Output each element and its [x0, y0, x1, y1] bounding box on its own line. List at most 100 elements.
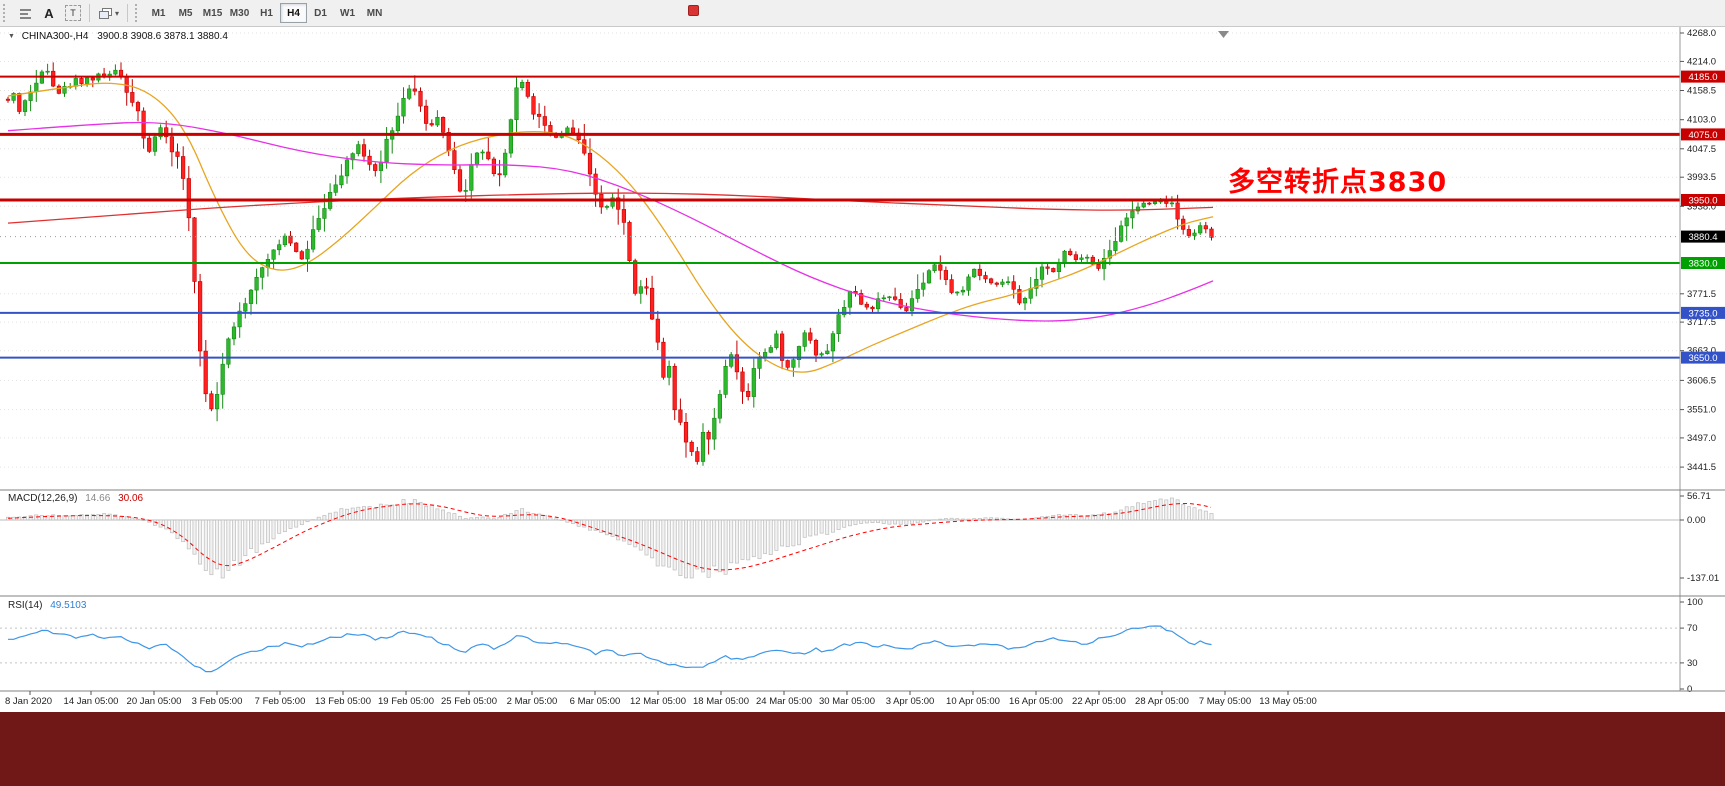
svg-text:4075.0: 4075.0: [1688, 130, 1717, 141]
svg-text:3551.0: 3551.0: [1687, 405, 1716, 416]
candles-layer: [5, 62, 1214, 466]
text-label-tool-button[interactable]: A: [38, 3, 60, 23]
timeframe-button-m5[interactable]: M5: [172, 3, 199, 23]
ma-mid-magenta: [7, 121, 1214, 322]
svg-text:13 May 05:00: 13 May 05:00: [1259, 696, 1317, 707]
price-chart-canvas[interactable]: 4268.0 4214.0 4158.5 4103.0 4047.5 3993.5 3938…: [0, 27, 1725, 712]
svg-text:7 Feb 05:00: 7 Feb 05:00: [255, 696, 306, 707]
svg-text:7 May 05:00: 7 May 05:00: [1199, 696, 1251, 707]
timeframe-button-m15[interactable]: M15: [199, 3, 226, 23]
svg-text:19 Feb 05:00: 19 Feb 05:00: [378, 696, 434, 707]
timeframe-button-h4[interactable]: H4: [280, 3, 308, 23]
svg-text:4268.0: 4268.0: [1687, 28, 1716, 39]
chart-ohlc-values: 3900.8 3908.6 3878.1 3880.4: [97, 31, 228, 42]
svg-text:13 Feb 05:00: 13 Feb 05:00: [315, 696, 371, 707]
macd-main-value: 14.66: [85, 493, 111, 504]
svg-text:4214.0: 4214.0: [1687, 56, 1716, 67]
svg-text:3880.4: 3880.4: [1688, 232, 1717, 243]
svg-text:12 Mar 05:00: 12 Mar 05:00: [630, 696, 686, 707]
timeframe-toolbar-grip[interactable]: [135, 4, 140, 22]
price-axis[interactable]: 4268.0 4214.0 4158.5 4103.0 4047.5 3993.5 3938…: [1679, 27, 1725, 695]
toolbar-grip[interactable]: [3, 4, 8, 22]
bottom-band: [0, 712, 1725, 786]
svg-text:3663.0: 3663.0: [1687, 346, 1716, 357]
svg-text:3650.0: 3650.0: [1688, 353, 1717, 364]
svg-text:3938.0: 3938.0: [1687, 201, 1716, 212]
timeframe-buttons: M1 M5 M15 M30 H1 H4 D1 W1 MN: [145, 3, 388, 23]
text-frame-icon: T: [65, 5, 81, 21]
horizontal-levels[interactable]: [0, 75, 1680, 359]
chart-shift-marker-icon[interactable]: [1218, 31, 1229, 38]
svg-text:4185.0: 4185.0: [1688, 72, 1717, 83]
svg-text:3441.5: 3441.5: [1687, 462, 1716, 473]
current-price-tag: [1681, 230, 1725, 243]
svg-text:18 Mar 05:00: 18 Mar 05:00: [693, 696, 749, 707]
svg-text:0: 0: [1687, 684, 1692, 695]
text-frame-tool-button[interactable]: T: [62, 3, 84, 23]
rsi-indicator-label: RSI(14) 49.5103: [8, 600, 86, 611]
rsi-line: [8, 625, 1212, 673]
timeframe-button-mn[interactable]: MN: [361, 3, 388, 23]
svg-text:4047.5: 4047.5: [1687, 144, 1716, 155]
svg-text:3830.0: 3830.0: [1688, 259, 1717, 270]
ma-slow-red: [7, 192, 1214, 224]
timeframe-button-h1[interactable]: H1: [253, 3, 280, 23]
toolbar-separator: [127, 4, 129, 22]
svg-text:3497.0: 3497.0: [1687, 433, 1716, 444]
cascade-windows-icon: [99, 7, 112, 19]
chart-annotation-text[interactable]: 多空转折点3830: [1228, 167, 1448, 198]
svg-text:3950.0: 3950.0: [1688, 196, 1717, 207]
svg-text:-137.01: -137.01: [1687, 573, 1719, 584]
svg-text:3771.5: 3771.5: [1687, 289, 1716, 300]
timeframe-button-d1[interactable]: D1: [307, 3, 334, 23]
macd-signal-value: 30.06: [118, 493, 144, 504]
red-marker-icon[interactable]: [688, 5, 699, 16]
svg-text:28 Apr 05:00: 28 Apr 05:00: [1135, 696, 1189, 707]
grid-lines: [0, 32, 1680, 468]
svg-text:4103.0: 4103.0: [1687, 115, 1716, 126]
rsi-name: RSI(14): [8, 600, 43, 611]
svg-text:3606.5: 3606.5: [1687, 375, 1716, 386]
chart-area: 4268.0 4214.0 4158.5 4103.0 4047.5 3993.5 3938…: [0, 27, 1725, 712]
svg-text:100: 100: [1687, 597, 1703, 608]
svg-text:16 Apr 05:00: 16 Apr 05:00: [1009, 696, 1063, 707]
toolbar-separator: [89, 4, 90, 22]
menu-lines-glyph: [19, 8, 31, 19]
rsi-pane: [0, 625, 1680, 673]
svg-text:30: 30: [1687, 658, 1698, 669]
macd-pane: [0, 497, 1680, 579]
time-axis[interactable]: 8 Jan 2020 14 Jan 05:00 20 Jan 05:00 3 Feb …: [0, 690, 1725, 707]
macd-indicator-label: MACD(12,26,9) 14.66 30.06: [8, 493, 143, 504]
svg-text:20 Jan 05:00: 20 Jan 05:00: [127, 696, 182, 707]
svg-text:3717.5: 3717.5: [1687, 317, 1716, 328]
chart-title: ▼ CHINA300-,H4 3900.8 3908.6 3878.1 3880…: [8, 31, 228, 42]
timeframe-button-m1[interactable]: M1: [145, 3, 172, 23]
rsi-value: 49.5103: [50, 600, 87, 611]
svg-text:3 Apr 05:00: 3 Apr 05:00: [886, 696, 935, 707]
svg-text:22 Apr 05:00: 22 Apr 05:00: [1072, 696, 1126, 707]
grid-lines-icon[interactable]: [14, 3, 36, 23]
ma-fast-orange: [7, 82, 1214, 373]
svg-text:8 Jan 2020: 8 Jan 2020: [5, 696, 52, 707]
svg-text:3993.5: 3993.5: [1687, 172, 1716, 183]
svg-text:24 Mar 05:00: 24 Mar 05:00: [756, 696, 812, 707]
toolbar: A T ▾ M1 M5 M15 M30 H1 H4 D1 W1 MN: [0, 0, 1725, 27]
svg-text:4158.5: 4158.5: [1687, 86, 1716, 97]
svg-text:0.00: 0.00: [1687, 515, 1706, 526]
svg-text:56.71: 56.71: [1687, 491, 1711, 502]
svg-text:70: 70: [1687, 623, 1698, 634]
svg-text:10 Apr 05:00: 10 Apr 05:00: [946, 696, 1000, 707]
macd-signal-line: [7, 503, 1212, 571]
svg-text:25 Feb 05:00: 25 Feb 05:00: [441, 696, 497, 707]
svg-text:6 Mar 05:00: 6 Mar 05:00: [570, 696, 621, 707]
chart-profiles-button[interactable]: ▾: [95, 3, 122, 23]
svg-text:30 Mar 05:00: 30 Mar 05:00: [819, 696, 875, 707]
svg-text:14 Jan 05:00: 14 Jan 05:00: [64, 696, 119, 707]
svg-text:2 Mar 05:00: 2 Mar 05:00: [507, 696, 558, 707]
collapse-arrow-icon[interactable]: ▼: [8, 33, 15, 40]
timeframe-button-m30[interactable]: M30: [226, 3, 253, 23]
chart-symbol-period: CHINA300-,H4: [21, 31, 89, 42]
timeframe-button-w1[interactable]: W1: [334, 3, 361, 23]
macd-name: MACD(12,26,9): [8, 493, 78, 504]
